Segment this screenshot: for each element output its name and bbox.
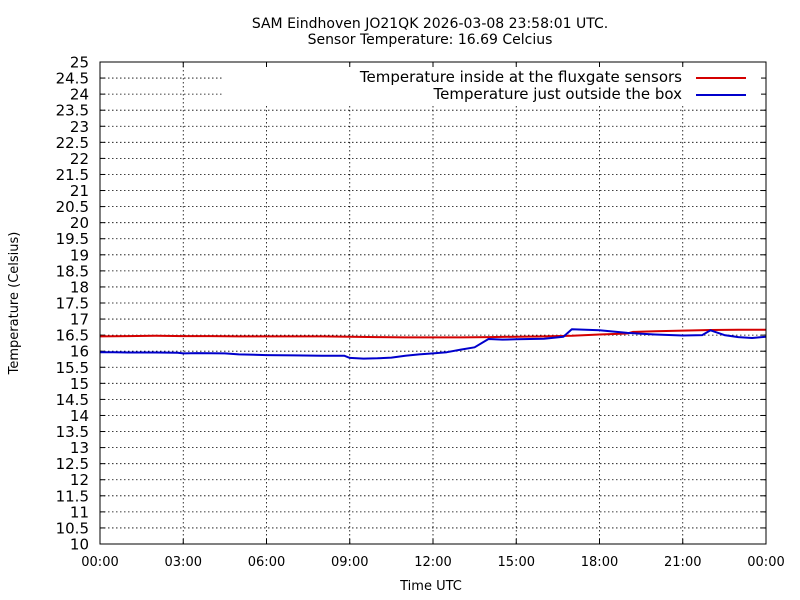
y-tick-label: 11: [70, 503, 89, 521]
x-tick-label: 21:00: [664, 555, 701, 570]
y-tick-label: 17.5: [56, 295, 89, 313]
y-tick-label: 20.5: [56, 198, 89, 216]
y-tick-label: 24: [70, 86, 89, 104]
y-tick-label: 13.5: [56, 423, 89, 441]
y-axis-ticks: 1010.51111.51212.51313.51414.51515.51616…: [56, 54, 766, 554]
chart-title: SAM Eindhoven JO21QK 2026-03-08 23:58:01…: [251, 16, 609, 32]
y-tick-label: 23.5: [56, 102, 89, 120]
y-tick-label: 14.5: [56, 391, 89, 409]
legend: [696, 77, 746, 96]
y-tick-label: 17: [70, 311, 89, 329]
y-axis-label: Temperature (Celsius): [7, 231, 22, 375]
y-tick-label: 19.5: [56, 230, 89, 248]
y-tick-label: 15.5: [56, 359, 89, 377]
series-line-inside: [99, 328, 766, 339]
y-tick-label: 21.5: [56, 166, 89, 184]
x-axis-ticks: 00:00 03:00 06:00 09:00 12:00 15:00 18:00 21:00…: [81, 62, 785, 570]
series-line-outside: [100, 328, 767, 360]
y-tick-label: 15: [70, 375, 89, 393]
y-tick-label: 20: [70, 214, 89, 232]
plot-frame: [99, 61, 767, 545]
y-tick-label: 24.5: [56, 70, 89, 88]
x-tick-label: 00:00: [747, 555, 784, 570]
y-tick-label: 14: [70, 407, 89, 425]
legend-background: [222, 66, 766, 104]
x-tick-label: 15:00: [498, 555, 535, 570]
y-tick-label: 13: [70, 439, 89, 457]
series-lines: [99, 328, 767, 360]
chart-subtitle: Sensor Temperature: 16.69 Celcius: [307, 32, 553, 48]
y-tick-label: 25: [70, 54, 89, 72]
x-tick-label: 06:00: [248, 555, 285, 570]
x-tick-label: 03:00: [165, 555, 202, 570]
y-tick-label: 12: [70, 471, 89, 489]
y-tick-label: 21: [70, 182, 89, 200]
x-tick-label: 00:00: [81, 555, 118, 570]
x-tick-label: 18:00: [581, 555, 618, 570]
y-tick-label: 12.5: [56, 455, 89, 473]
x-axis-label: Time UTC: [400, 579, 462, 594]
y-tick-label: 18.5: [56, 262, 89, 280]
x-tick-label: 12:00: [414, 555, 451, 570]
y-tick-label: 19: [70, 246, 89, 264]
y-tick-label: 10.5: [56, 519, 89, 537]
y-tick-label: 10: [70, 536, 89, 554]
legend-entry-outside: Temperature just outside the box: [433, 85, 683, 103]
y-tick-label: 22.5: [56, 134, 89, 152]
y-tick-label: 18: [70, 278, 89, 296]
legend-entry-inside: Temperature inside at the fluxgate senso…: [359, 68, 682, 86]
y-tick-label: 11.5: [56, 487, 89, 505]
y-tick-label: 16: [70, 343, 89, 361]
grid-lines: [100, 62, 766, 544]
x-tick-label: 09:00: [331, 555, 368, 570]
y-tick-label: 16.5: [56, 327, 89, 345]
y-tick-label: 22: [70, 150, 89, 168]
y-tick-label: 23: [70, 118, 89, 136]
